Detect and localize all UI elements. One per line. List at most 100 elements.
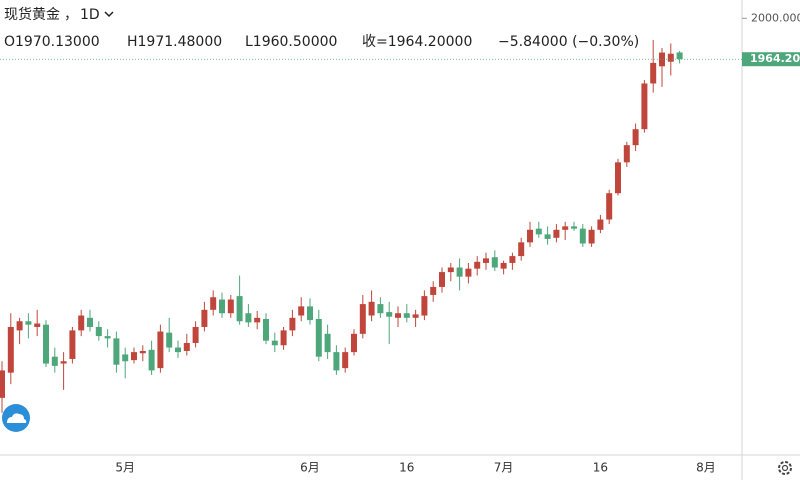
candle-body bbox=[175, 347, 181, 353]
candle-body bbox=[474, 261, 481, 269]
candle-body bbox=[571, 226, 577, 229]
comma: ， bbox=[64, 7, 78, 23]
ohlc-close: 收=1964.20000 bbox=[362, 34, 472, 50]
candle-body bbox=[333, 352, 340, 371]
candle-body bbox=[87, 317, 93, 327]
candle-body bbox=[324, 333, 331, 353]
plot bbox=[0, 40, 683, 413]
ohlc-low: L1960.50000 bbox=[245, 34, 337, 50]
candle-body bbox=[641, 83, 648, 130]
candle-body bbox=[430, 286, 437, 295]
candle-body bbox=[377, 304, 384, 314]
candle-body bbox=[386, 312, 393, 317]
x-tick-label: 7月 bbox=[494, 461, 514, 475]
x-tick-label: 8月 bbox=[696, 461, 716, 475]
candle-body bbox=[34, 323, 41, 327]
candle-body bbox=[395, 313, 401, 318]
gear[interactable] bbox=[778, 461, 792, 475]
candle-body bbox=[483, 258, 489, 263]
candle-body bbox=[553, 229, 560, 238]
interval[interactable]: 1D bbox=[80, 7, 100, 23]
candle-body bbox=[122, 354, 129, 362]
x-tick-label: 16 bbox=[399, 461, 414, 475]
candle-body bbox=[588, 229, 595, 244]
candle-body bbox=[25, 321, 32, 325]
gear-hub[interactable] bbox=[781, 464, 789, 472]
candle-body bbox=[166, 332, 173, 348]
candle-body bbox=[227, 299, 234, 314]
candle-body bbox=[342, 352, 349, 369]
candle-body bbox=[491, 257, 498, 268]
candle-body bbox=[192, 326, 199, 343]
candle-body bbox=[421, 296, 428, 316]
candle-body bbox=[597, 219, 604, 230]
candle-body bbox=[439, 272, 445, 287]
candle-body bbox=[562, 226, 569, 230]
ohlc-change: −5.84000 (−0.30%) bbox=[498, 34, 639, 50]
x-tick-label: 5月 bbox=[115, 461, 135, 475]
ohlc-open: O1970.13000 bbox=[4, 34, 100, 50]
candle-body bbox=[219, 299, 225, 314]
candle-body bbox=[104, 336, 111, 339]
candle-body bbox=[298, 306, 305, 316]
candle-body bbox=[456, 267, 463, 277]
candle-body bbox=[148, 349, 155, 371]
x-tick-label: 16 bbox=[593, 461, 608, 475]
candle-body bbox=[659, 52, 665, 67]
candle-body bbox=[606, 193, 613, 220]
candle-body bbox=[95, 326, 102, 337]
candle-body bbox=[43, 324, 49, 364]
candle-body bbox=[51, 356, 58, 366]
candle-body bbox=[527, 229, 533, 243]
candle-body bbox=[535, 228, 542, 235]
candle-body bbox=[676, 52, 683, 60]
candle-body bbox=[500, 262, 507, 269]
candle-body bbox=[139, 350, 146, 354]
candle-body bbox=[509, 256, 516, 263]
candle-body bbox=[544, 234, 551, 239]
logo-cloud[interactable] bbox=[7, 413, 27, 423]
candle-body bbox=[16, 321, 23, 331]
candle-body bbox=[113, 338, 120, 365]
candle-body bbox=[368, 301, 375, 316]
candle-body bbox=[131, 352, 137, 361]
candle-body bbox=[210, 297, 217, 310]
candle-body bbox=[447, 267, 454, 273]
candle-body bbox=[351, 333, 357, 353]
candle-body bbox=[667, 53, 674, 62]
settings-icon[interactable] bbox=[778, 461, 792, 475]
last-price-label: 1964.200 bbox=[750, 52, 800, 65]
candle-body bbox=[650, 62, 657, 84]
x-tick-label: 6月 bbox=[300, 461, 320, 475]
y-tick-label: 2000.000 bbox=[751, 11, 800, 24]
candle-body bbox=[236, 296, 243, 322]
candle-body bbox=[280, 330, 287, 346]
candle-body bbox=[263, 318, 269, 341]
candle-body bbox=[60, 361, 67, 364]
candle-body bbox=[157, 331, 164, 369]
ohlc-high: H1971.48000 bbox=[127, 34, 222, 50]
candle-body bbox=[315, 318, 322, 357]
interval-chevron[interactable] bbox=[104, 11, 114, 18]
logo[interactable] bbox=[2, 404, 30, 432]
candle-body bbox=[0, 370, 5, 398]
candle-body bbox=[289, 317, 296, 331]
last-price-box bbox=[742, 52, 800, 67]
candle-body bbox=[69, 330, 76, 359]
candle-body bbox=[403, 313, 410, 318]
candle-body bbox=[412, 314, 419, 318]
symbol: 现货黄金 bbox=[4, 6, 60, 23]
candle-body bbox=[78, 315, 85, 331]
candle-body bbox=[245, 313, 252, 323]
candle-body bbox=[271, 340, 278, 346]
candle-body bbox=[7, 326, 14, 373]
candle-body bbox=[307, 306, 313, 321]
candle-body bbox=[254, 317, 261, 323]
candle-body bbox=[615, 162, 621, 194]
candle-body bbox=[359, 304, 366, 334]
candle-body bbox=[201, 309, 208, 327]
candle-body bbox=[623, 145, 630, 163]
candle-body bbox=[518, 242, 525, 257]
